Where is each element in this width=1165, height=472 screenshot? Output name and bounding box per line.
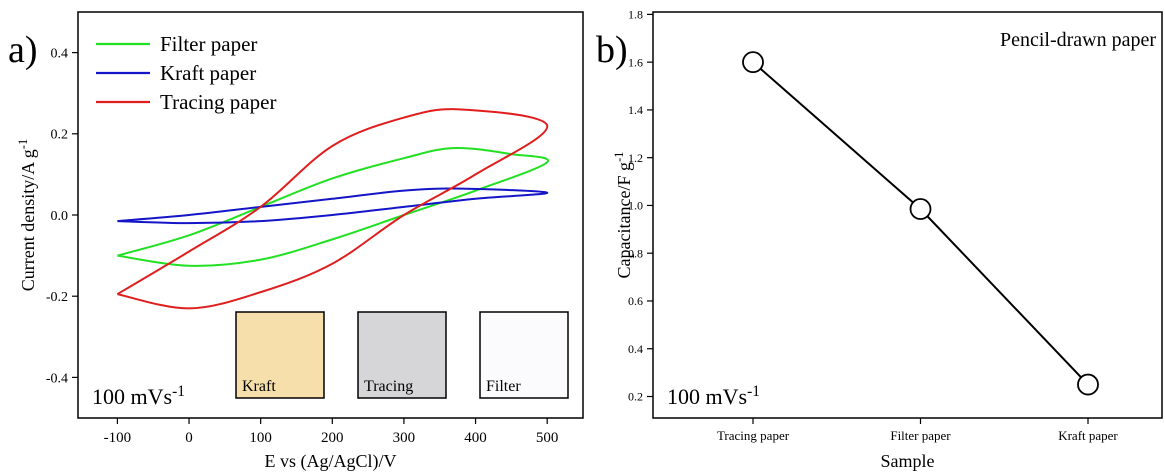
y-tick-label: 1.0 [628, 199, 643, 213]
x-tick-label: 400 [464, 430, 487, 446]
x-tick-label: -100 [104, 430, 132, 446]
y-tick-label: 0.2 [628, 390, 643, 404]
y-axis-label-main: Capacitance/F g [614, 162, 634, 278]
x-tick-label: Kraft paper [1058, 428, 1118, 443]
x-tick-label: 500 [536, 430, 559, 446]
annotation: 100 mVs-1 [667, 383, 760, 410]
series-line [117, 146, 549, 267]
plot-frame [652, 11, 1163, 419]
y-axis-label: Capacitance/F g-1 [612, 152, 634, 279]
y-tick-label: 0.8 [628, 246, 643, 260]
annotation: 100 mVs-1 [92, 383, 185, 410]
annotation-sup: -1 [747, 383, 760, 400]
y-axis-label-main: Current density/A g [18, 149, 38, 291]
y-tick-label: 1.2 [628, 151, 643, 165]
legend-label: Tracing paper [160, 90, 276, 114]
y-axis-label: Current density/A g-1 [16, 139, 38, 292]
y-tick-label: 1.4 [628, 103, 643, 117]
series-line [117, 187, 549, 225]
x-tick-label: 200 [321, 430, 344, 446]
inset-image [235, 311, 325, 399]
y-tick-label: 0.6 [628, 294, 643, 308]
series-line [752, 61, 1089, 386]
annotation-main: 100 mVs [667, 384, 747, 409]
panel-label: b) [596, 29, 628, 71]
y-tick-label: 0.0 [51, 209, 69, 224]
y-tick-label: 0.4 [628, 342, 643, 356]
x-axis-label: Sample [881, 451, 935, 471]
y-tick-label: -0.4 [46, 371, 68, 386]
chart-title: Pencil-drawn paper [1000, 29, 1156, 51]
series-line [116, 108, 549, 310]
inset-image [357, 311, 447, 399]
panel-label: a) [8, 29, 38, 71]
y-axis-label-sup: -1 [16, 139, 30, 150]
x-tick-label: Filter paper [890, 428, 951, 443]
point-marker [1077, 373, 1099, 396]
y-axis-label-sup: -1 [612, 152, 626, 163]
legend-label: Kraft paper [160, 61, 256, 85]
x-tick-label: 300 [393, 430, 416, 446]
y-tick-label: 0.2 [51, 128, 69, 143]
x-tick-label: 100 [249, 430, 272, 446]
annotation-sup: -1 [172, 383, 185, 400]
y-tick-label: 1.8 [628, 8, 643, 22]
inset-label: Filter [486, 378, 521, 395]
legend-label: Filter paper [160, 32, 257, 56]
annotation-main: 100 mVs [92, 384, 172, 409]
y-tick-label: 0.4 [51, 47, 69, 62]
point-marker [742, 51, 764, 74]
inset-label: Tracing [364, 378, 413, 395]
inset-label: Kraft [242, 378, 276, 395]
y-tick-label: 1.6 [628, 55, 643, 69]
y-tick-label: -0.2 [46, 290, 68, 305]
x-tick-label: 0 [185, 430, 193, 446]
x-tick-label: Tracing paper [717, 428, 790, 443]
x-axis-label: E vs (Ag/AgCl)/V [265, 451, 397, 472]
inset-image [479, 311, 569, 399]
point-marker [909, 198, 932, 220]
